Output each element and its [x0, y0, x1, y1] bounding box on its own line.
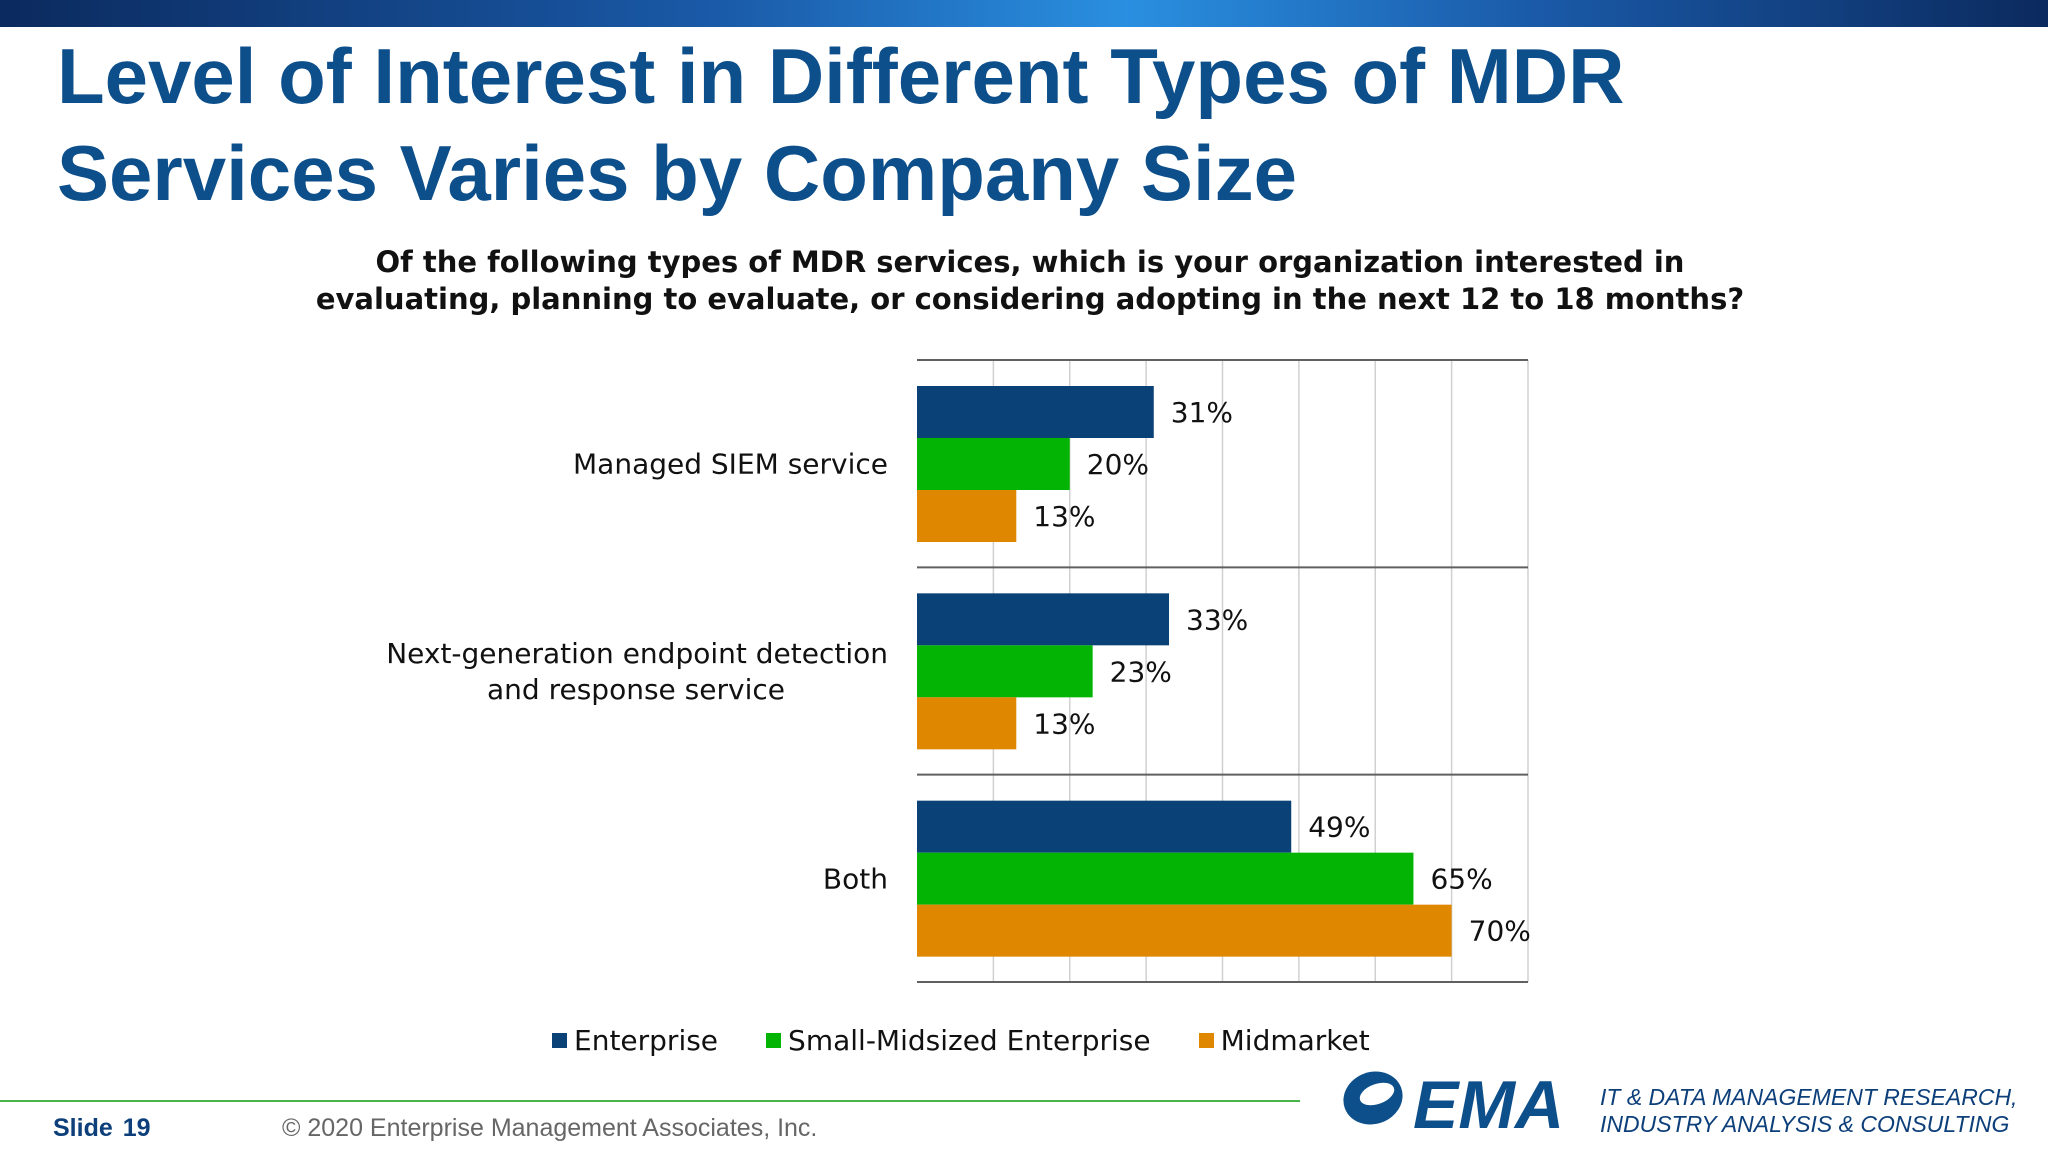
company-tagline: IT & DATA MANAGEMENT RESEARCH, INDUSTRY …: [1600, 1084, 2017, 1138]
title-line-1: Level of Interest in Different Types of …: [57, 32, 1625, 120]
category-label-line: Both: [823, 862, 888, 895]
data-label: 65%: [1430, 863, 1492, 896]
bar-chart: 31% 20% 13% Managed SIEM service 33% 23% 13% Ne…: [386, 359, 1531, 983]
footer-divider: [0, 1100, 1300, 1102]
legend-label: Enterprise: [574, 1023, 719, 1057]
title-line-2: Services Varies by Company Size: [57, 129, 1298, 217]
category-label-line: Next-generation endpoint detection: [386, 637, 888, 670]
bar-enterprise: [917, 800, 1292, 853]
legend-swatch: [766, 1032, 782, 1048]
logo-wordmark: EMA: [1413, 1067, 1564, 1138]
legend-swatch: [1198, 1032, 1214, 1048]
tagline-line-2: INDUSTRY ANALYSIS & CONSULTING: [1600, 1111, 2010, 1137]
bar-small-midsized-enterprise: [917, 645, 1093, 698]
data-label: 20%: [1087, 448, 1149, 481]
legend-label: Midmarket: [1220, 1023, 1370, 1057]
data-label: 70%: [1469, 915, 1531, 948]
legend-item: Small-Midsized Enterprise: [766, 1024, 1151, 1057]
legend-item: Midmarket: [1198, 1023, 1370, 1057]
slide-label-text: Slide: [53, 1114, 113, 1142]
copyright-notice: © 2020 Enterprise Management Associates,…: [282, 1114, 818, 1142]
bar-enterprise: [917, 386, 1154, 438]
category-label: Both: [823, 862, 888, 895]
ema-logo: EMA: [1343, 1067, 1564, 1138]
bar-midmarket: [917, 904, 1452, 957]
data-label: 33%: [1186, 603, 1248, 636]
bar-midmarket: [917, 697, 1017, 750]
slide-title: Level of Interest in Different Types of …: [57, 28, 1757, 222]
bar-small-midsized-enterprise: [917, 852, 1414, 905]
data-label: 49%: [1308, 811, 1370, 844]
top-banner-bar: [0, 0, 2048, 27]
data-label: 13%: [1033, 500, 1095, 533]
survey-question: Of the following types of MDR services, …: [250, 244, 1810, 318]
category-label-line: and response service: [487, 673, 785, 706]
data-label: 13%: [1033, 707, 1095, 740]
slide-number: 19: [122, 1114, 151, 1142]
question-line-2: evaluating, planning to evaluate, or con…: [315, 282, 1745, 316]
chart-legend: Enterprise Small-Midsized Enterprise Midma…: [552, 1020, 1418, 1060]
data-label: 31%: [1171, 396, 1233, 429]
legend-label: Small-Midsized Enterprise: [788, 1023, 1151, 1057]
legend-swatch: [552, 1032, 567, 1048]
category-label: Managed SIEM service: [573, 448, 888, 481]
tagline-line-1: IT & DATA MANAGEMENT RESEARCH,: [1600, 1084, 2018, 1110]
question-line-1: Of the following types of MDR services, …: [375, 245, 1685, 279]
data-label: 23%: [1110, 655, 1172, 688]
bar-small-midsized-enterprise: [917, 438, 1070, 490]
bar-midmarket: [917, 490, 1017, 542]
slide-number-label: Slide 19: [53, 1114, 151, 1143]
category-label-line: Managed SIEM service: [573, 448, 888, 481]
bar-enterprise: [917, 593, 1170, 646]
category-label: Next-generation endpoint detection and re…: [386, 637, 888, 706]
legend-item: Enterprise: [552, 1024, 718, 1057]
